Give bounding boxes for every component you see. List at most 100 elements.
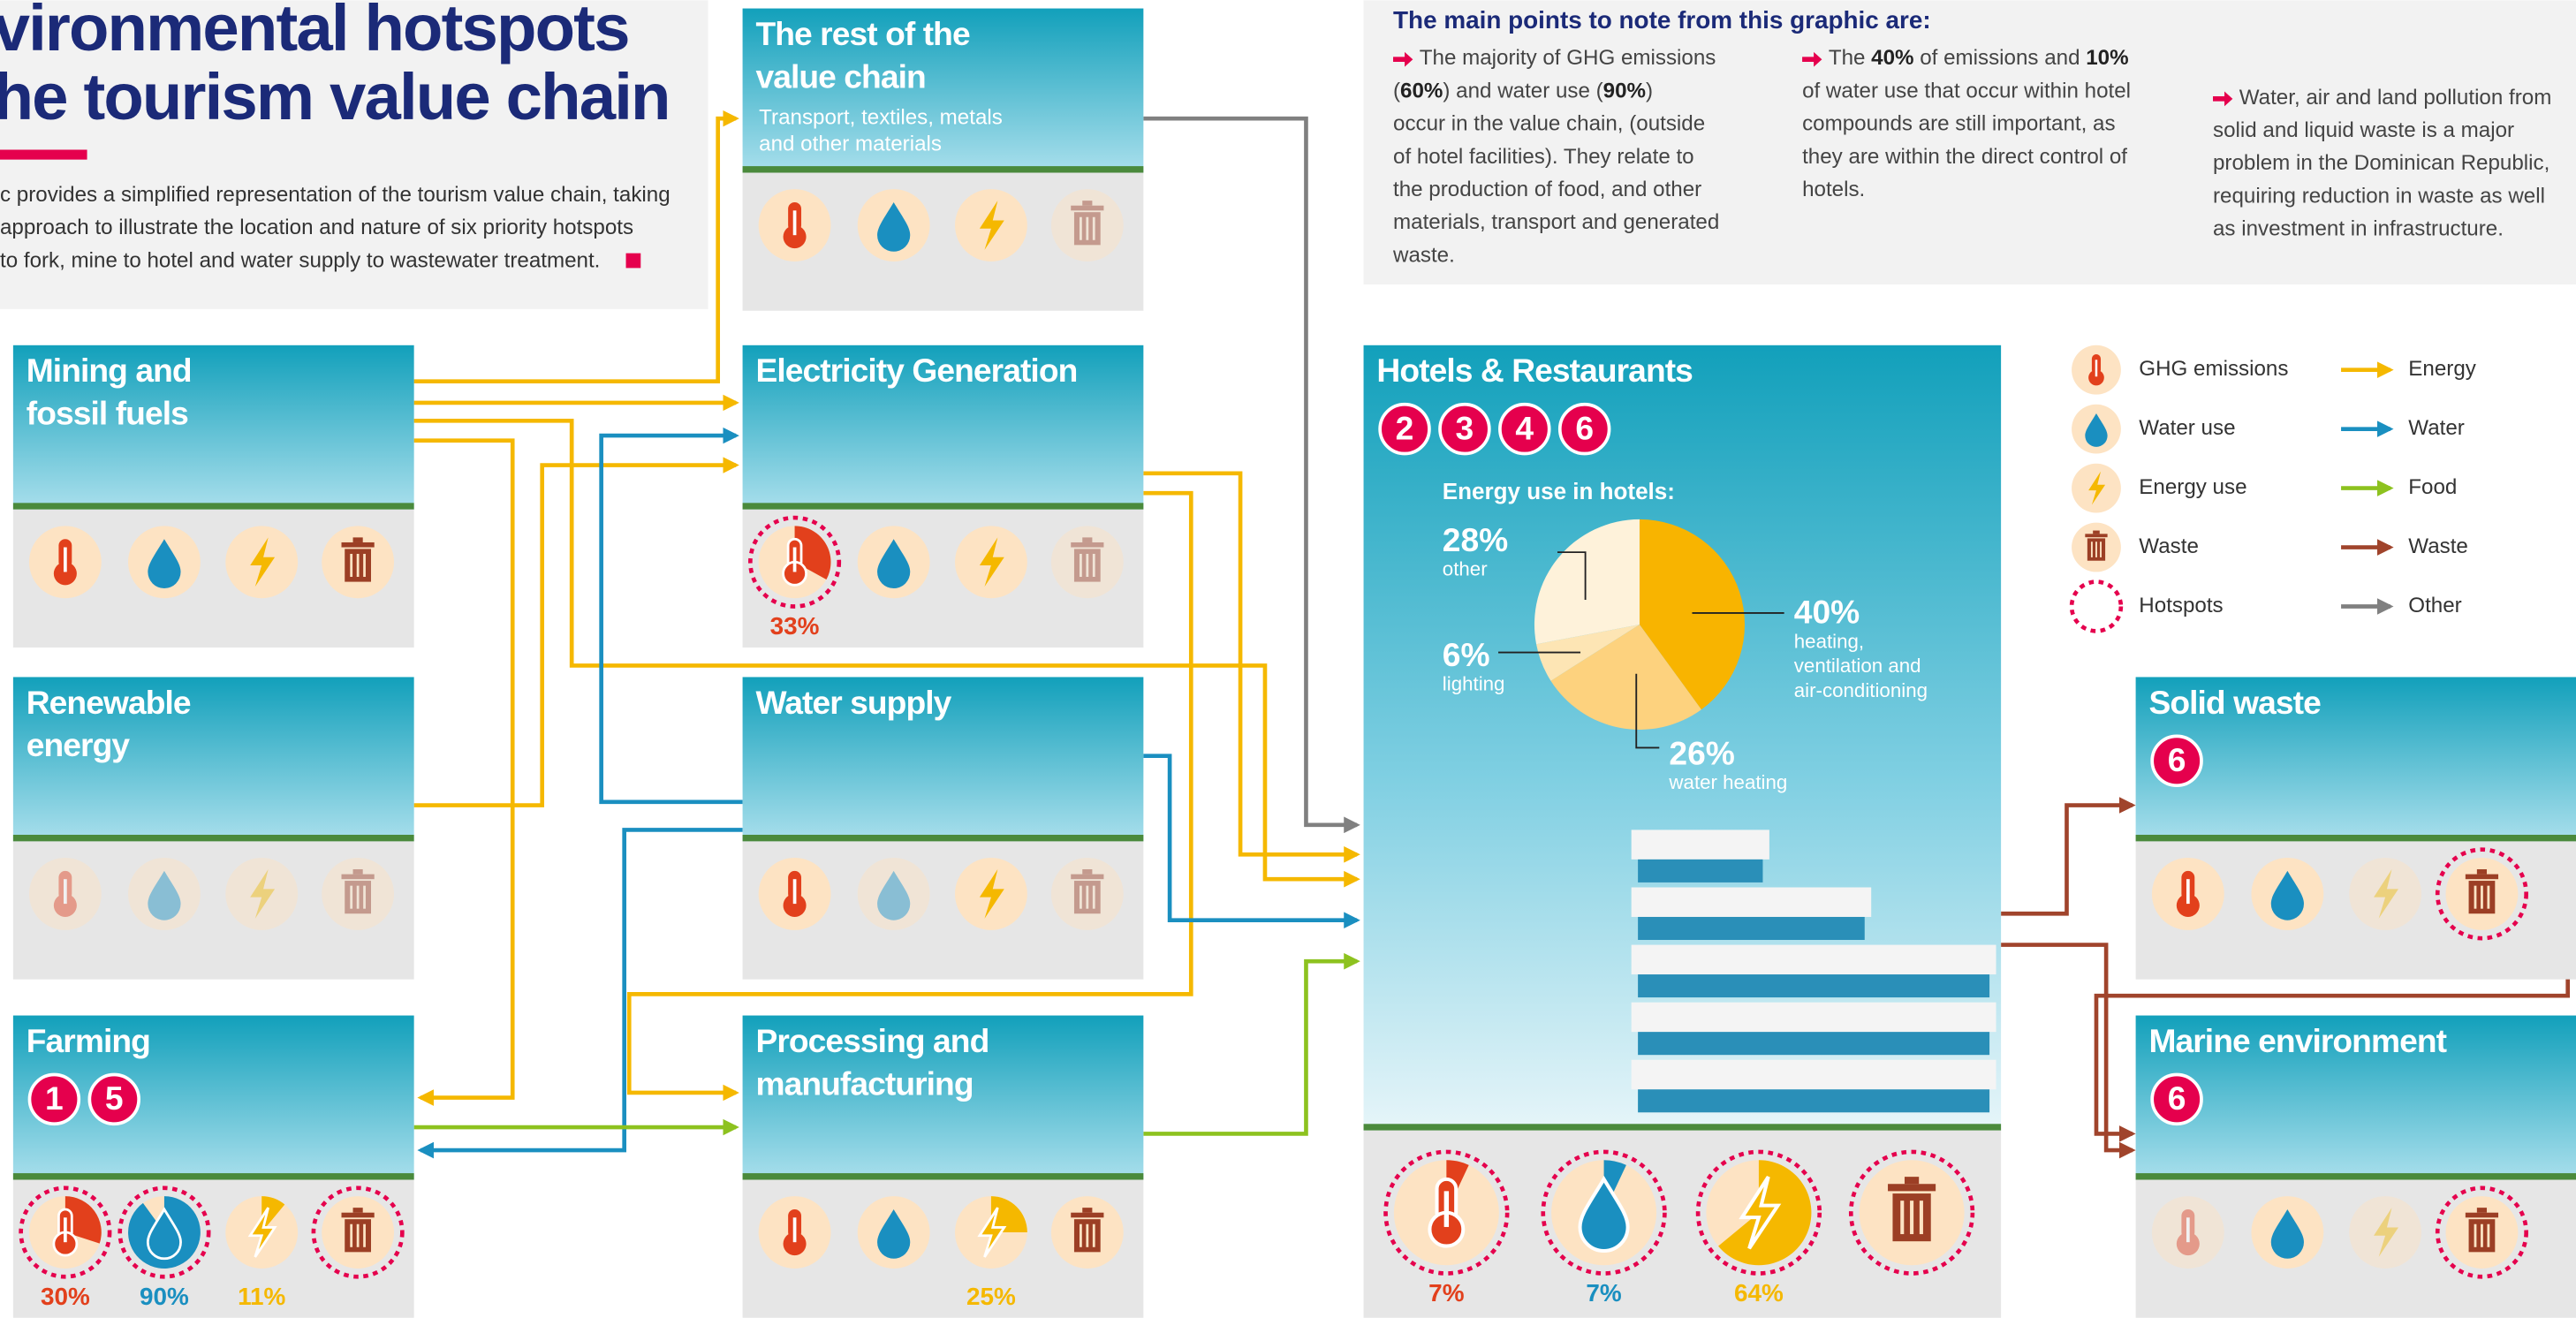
drop — [877, 1208, 911, 1259]
box-title: energy — [27, 726, 131, 763]
bolt — [247, 1207, 277, 1258]
pie-label: heating, — [1794, 630, 1864, 652]
icon-value-label: 7% — [1586, 1279, 1622, 1307]
icon-water — [1551, 1160, 1657, 1266]
icon-ghg — [758, 858, 831, 930]
note-run: the production of food, and other — [1393, 178, 1701, 201]
box-title: manufacturing — [755, 1064, 973, 1102]
bin-lid — [1071, 205, 1104, 211]
note-run: of hotel facilities). They relate to — [1393, 145, 1694, 169]
flow-arrow — [413, 110, 739, 384]
icon-glyph — [2176, 1208, 2200, 1256]
icon-glyph — [2176, 870, 2200, 917]
icon-water — [2251, 858, 2324, 930]
box-scene — [2135, 677, 2576, 842]
flow-arrow — [2001, 943, 2136, 1159]
box-title: Water supply — [755, 684, 951, 721]
icon-bg — [1050, 189, 1124, 261]
note-line: they are within the direct control of — [1802, 145, 2127, 169]
legend-icon — [2085, 530, 2108, 561]
header-title: he tourism value chain — [0, 60, 670, 133]
box-title: Mining and — [27, 352, 192, 389]
note-run: 10% — [2086, 47, 2128, 71]
pie-slice — [1639, 519, 1745, 710]
thermometer — [2181, 1208, 2195, 1239]
icon-bg — [2151, 1196, 2224, 1269]
icon-glyph — [877, 202, 911, 252]
drop — [2085, 413, 2108, 447]
pie-label: air-conditioning — [1794, 679, 1928, 701]
note-run: requiring reduction in waste as well — [2213, 185, 2545, 208]
hotspot-badge — [2150, 1072, 2203, 1126]
icon-value-label: 11% — [238, 1283, 285, 1310]
icon-glyph — [341, 869, 375, 914]
note-run: ) — [1646, 80, 1653, 103]
bin-body — [345, 881, 371, 914]
flow-arrow — [413, 438, 515, 1106]
pie-label: ventilation and — [1794, 655, 1921, 677]
icon-glyph — [2465, 869, 2499, 914]
icon-glyph — [783, 202, 807, 249]
box-scene — [2135, 1015, 2576, 1180]
hotspot-badge — [1378, 402, 1431, 456]
icon-glyph — [2270, 1208, 2304, 1259]
icon-glyph — [1071, 201, 1104, 246]
drop — [877, 202, 911, 252]
bin-handle — [2476, 1208, 2488, 1213]
flow-arrow — [413, 457, 739, 807]
icon-water — [857, 858, 930, 930]
legend-label: Food — [2408, 475, 2457, 499]
icon-glyph — [782, 537, 807, 587]
icon-glyph — [1071, 1208, 1104, 1253]
box-title: The rest of the — [755, 15, 970, 52]
box-ground — [2135, 834, 2576, 842]
box-title: Processing and — [755, 1022, 989, 1059]
bin-handle — [352, 869, 363, 875]
hotspot-ring — [117, 1185, 211, 1279]
icon-share — [261, 1196, 285, 1233]
bin-lid — [2465, 874, 2499, 880]
thermometer — [58, 870, 72, 901]
note-run: 40% — [1871, 47, 1913, 71]
icon-glyph — [977, 1207, 1007, 1258]
box-title: Marine environment — [2148, 1022, 2446, 1059]
box-title: fossil fuels — [27, 395, 188, 432]
drop — [148, 870, 181, 920]
icon-glyph — [783, 1208, 807, 1256]
legend-label: Energy — [2408, 357, 2476, 381]
icon-glyph — [146, 1207, 182, 1261]
icon-glyph — [1428, 1177, 1466, 1248]
hotspot-ring — [1695, 1149, 1822, 1276]
icon-bg — [322, 858, 395, 930]
icon-value-label: 7% — [1428, 1279, 1465, 1307]
thermometer-bulb — [783, 225, 807, 249]
icon-bg — [2349, 858, 2422, 930]
bin-lid — [341, 1212, 375, 1218]
icon-glyph — [52, 1208, 79, 1257]
hotspot-badge — [2150, 734, 2203, 788]
bin-body — [1073, 549, 1101, 582]
icon-waste — [1050, 1196, 1124, 1269]
bolt — [250, 537, 276, 587]
icon-ghg — [28, 526, 102, 599]
note-run: solid and liquid waste is a major — [2213, 118, 2514, 142]
bin-body — [1073, 881, 1101, 914]
box-scene — [742, 1015, 1144, 1180]
icon-waste — [2445, 1196, 2519, 1269]
bolt — [979, 869, 1004, 919]
bolt — [2088, 471, 2106, 505]
bin-body — [1073, 212, 1101, 246]
icon-energy — [955, 189, 1027, 261]
icon-waste — [1859, 1160, 1965, 1266]
building-floor — [1631, 829, 1769, 860]
icon-energy — [955, 526, 1027, 599]
bullet-arrow — [2213, 91, 2233, 107]
note-line: hotels. — [1802, 178, 1865, 201]
icon-glyph — [1071, 869, 1104, 914]
icon-waste — [322, 526, 395, 599]
hotspot-badge — [1557, 402, 1611, 456]
icon-value-label: 30% — [41, 1283, 90, 1310]
bolt — [250, 869, 276, 919]
